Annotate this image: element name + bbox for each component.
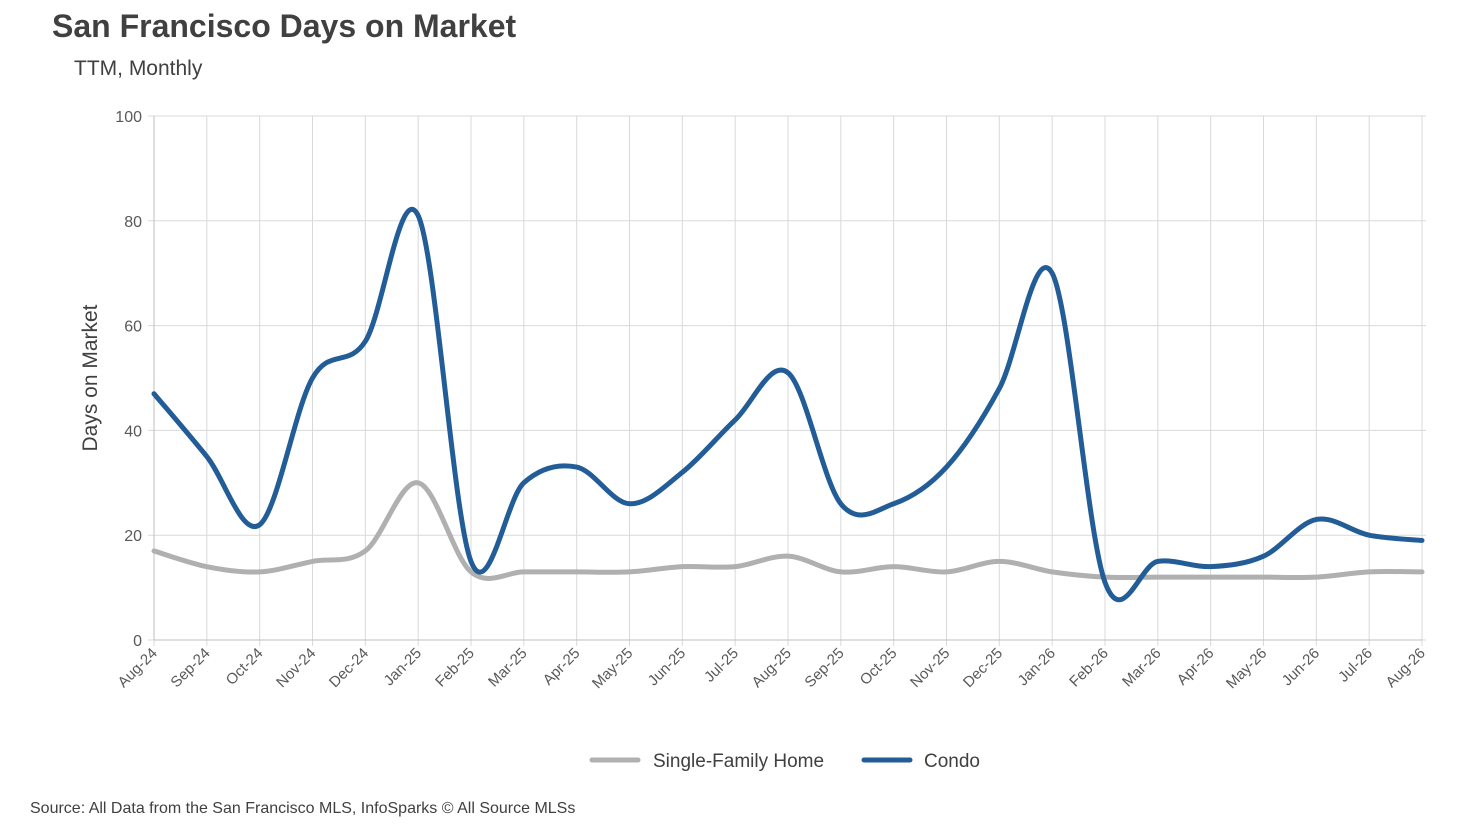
y-tick-label: 80 [124,214,142,231]
legend[interactable]: Single-Family Home Condo [589,751,980,772]
x-tick-label: Dec-25 [960,645,1006,691]
x-tick-label: Jun-26 [1279,645,1323,689]
x-tick-label: Mar-25 [485,645,531,691]
y-tick-label: 20 [124,528,142,545]
x-tick-label: Nov-24 [273,645,319,691]
x-tick-label: Sep-24 [167,645,213,691]
source-note: Source: All Data from the San Francisco … [30,800,576,817]
legend-label: Single-Family Home [653,751,824,772]
x-tick-label: Aug-26 [1383,645,1429,691]
x-tick-label: Feb-26 [1066,645,1112,691]
x-tick-label: Jul-25 [701,645,742,686]
x-tick-label: Feb-25 [432,645,478,691]
x-tick-label: Jul-26 [1335,645,1376,686]
x-tick-label: Dec-24 [326,645,372,691]
x-tick-label: Apr-26 [1174,645,1218,689]
x-tick-label: Jun-25 [645,645,689,689]
y-axis-label: Days on Market [79,304,102,451]
x-tick-label: May-26 [1223,645,1270,692]
y-tick-label: 60 [124,319,142,336]
y-axis-ticks: 0 20 40 60 80 100 [115,109,142,650]
y-tick-label: 0 [133,633,142,650]
legend-label: Condo [924,751,980,772]
x-tick-label: Mar-26 [1119,645,1165,691]
x-tick-label: May-25 [589,645,636,692]
y-tick-label: 100 [115,109,142,126]
chart-title: San Francisco Days on Market [52,8,517,44]
series-line-condo [151,206,1425,603]
series-line-single-family-home [151,480,1425,581]
x-tick-label: Nov-25 [907,645,953,691]
x-tick-label: Apr-25 [540,645,584,689]
x-tick-label: Oct-24 [223,645,267,689]
x-tick-label: Aug-24 [115,645,161,691]
x-axis-ticks: Aug-24 Sep-24 Oct-24 Nov-24 Dec-24 Jan-25 Feb-… [115,645,1429,692]
x-tick-label: Oct-25 [857,645,901,689]
x-tick-label: Jan-26 [1015,645,1059,689]
series-lines [151,206,1425,603]
x-tick-label: Aug-25 [749,645,795,691]
x-tick-label: Jan-25 [381,645,425,689]
legend-item[interactable]: Single-Family Home [589,751,824,772]
x-tick-label: Sep-25 [801,645,847,691]
legend-item[interactable]: Condo [861,751,980,772]
y-tick-label: 40 [124,423,142,440]
chart-subtitle: TTM, Monthly [74,57,203,80]
